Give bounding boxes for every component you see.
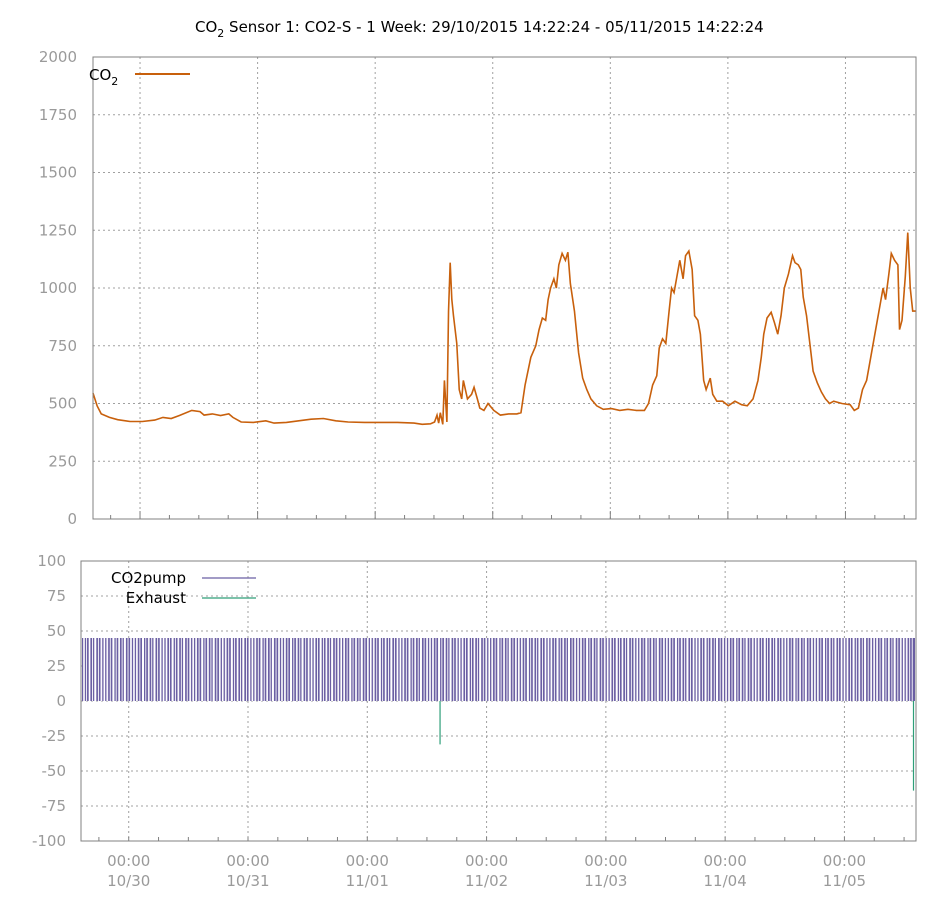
bottom-y-tick-label: 75 (47, 587, 66, 605)
co2-legend-sub: 2 (111, 75, 118, 88)
top-plot-frame (92, 56, 917, 520)
top-y-tick-label: 1000 (39, 279, 77, 297)
bottom-y-tick-label: 50 (47, 622, 66, 640)
top-y-tick-label: 1750 (39, 106, 77, 124)
bottom-x-tick-date: 11/02 (465, 872, 508, 890)
bottom-x-tick-time: 00:00 (704, 852, 747, 870)
bottom-x-tick-date: 11/05 (823, 872, 866, 890)
top-y-tick-label: 1500 (39, 164, 77, 182)
top-y-tick-label: 500 (48, 395, 77, 413)
bottom-legend: CO2pump Exhaust (111, 569, 256, 607)
top-legend-label: CO2 (89, 66, 118, 88)
chart-title-sub: 2 (217, 27, 224, 40)
bottom-x-tick-time: 00:00 (823, 852, 866, 870)
bottom-y-tick-label: -75 (42, 797, 67, 815)
bottom-y-tick-label: 25 (47, 657, 66, 675)
exhaust-legend-label: Exhaust (126, 589, 186, 607)
top-gridlines (93, 57, 916, 519)
bottom-y-tick-label: -25 (42, 727, 67, 745)
top-legend: CO2 (89, 66, 190, 88)
top-y-tick-label: 250 (48, 452, 77, 470)
top-x-ticks (110, 511, 905, 519)
co2-legend-main: CO (89, 66, 111, 84)
co2pump-legend-label: CO2pump (111, 569, 186, 587)
bottom-x-tick-date: 11/04 (704, 872, 747, 890)
top-y-tick-label: 0 (67, 510, 77, 528)
top-y-tick-label: 1250 (39, 221, 77, 239)
exhaust-spikes (439, 701, 915, 791)
top-y-tick-label: 750 (48, 337, 77, 355)
bottom-x-tick-date: 10/30 (107, 872, 150, 890)
co2pump-bars (82, 638, 915, 701)
bottom-y-tick-label: -100 (32, 832, 66, 850)
bottom-x-tick-time: 00:00 (226, 852, 269, 870)
bottom-plot-frame (80, 560, 917, 842)
bottom-x-tick-date: 11/03 (584, 872, 627, 890)
bottom-x-tick-time: 00:00 (584, 852, 627, 870)
bottom-x-ticks: 00:00 10/30 00:00 10/31 00:00 11/01 00:00 11/02… (98, 837, 905, 890)
bottom-x-tick-date: 10/31 (226, 872, 269, 890)
chart-title-main: CO (195, 18, 217, 36)
top-y-tick-labels: 0 250 500 750 1000 1250 1500 1750 2000 (39, 48, 77, 528)
co2-series-line (92, 232, 916, 426)
bottom-x-tick-time: 00:00 (465, 852, 508, 870)
bottom-y-tick-labels: -100 -75 -50 -25 0 25 50 75 100 (32, 552, 66, 850)
bottom-y-tick-label: 100 (37, 552, 66, 570)
bottom-x-tick-time: 00:00 (346, 852, 389, 870)
bottom-x-tick-time: 00:00 (107, 852, 150, 870)
top-y-tick-label: 2000 (39, 48, 77, 66)
bottom-y-tick-label: 0 (56, 692, 66, 710)
chart-title-rest: Sensor 1: CO2-S - 1 Week: 29/10/2015 14:… (224, 18, 763, 36)
bottom-y-tick-label: -50 (42, 762, 67, 780)
bottom-x-tick-date: 11/01 (346, 872, 389, 890)
chart-title: CO2 Sensor 1: CO2-S - 1 Week: 29/10/2015… (195, 18, 764, 40)
